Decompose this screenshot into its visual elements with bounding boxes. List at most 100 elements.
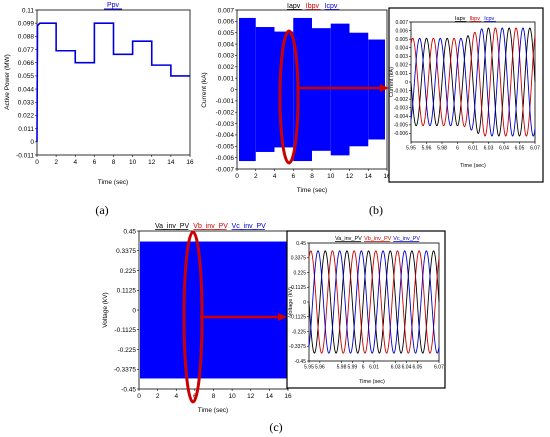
panel-c-ytick-label: 0.45 bbox=[123, 228, 136, 235]
panel-c-zoom-ytick-label: 0 bbox=[303, 300, 306, 306]
legend-ppv: Ppv bbox=[107, 2, 120, 9]
panel-c-ytick-label: -0.3375 bbox=[114, 367, 136, 374]
caption-c: (c) bbox=[269, 420, 282, 434]
voltage-phase-2-wave bbox=[308, 250, 440, 354]
panel-b-xtick-label: 16 bbox=[383, 173, 391, 180]
panel-a-xtick-label: 14 bbox=[167, 159, 175, 166]
voltage-phase-1-wave bbox=[308, 250, 440, 354]
panel-b-zoom-xtick-label: 5.96 bbox=[422, 146, 432, 152]
current-phase-2-wave bbox=[410, 27, 536, 137]
panel-c-ylabel: Voltage (kV) bbox=[102, 292, 109, 327]
panel-b-xtick-label: 4 bbox=[273, 173, 277, 180]
panel-b-zoom-ytick-label: 0.002 bbox=[395, 63, 408, 69]
panel-b-legend-3: Icpv bbox=[325, 3, 338, 10]
panel-a-ytick-label: 0.088 bbox=[18, 34, 35, 41]
panel-c-zoom-xtick-label: 6 bbox=[362, 365, 365, 371]
panel-c-ytick-label: 0.225 bbox=[120, 268, 137, 275]
panel-a-ytick-label: 0.099 bbox=[18, 20, 35, 27]
panel-b-xtick-label: 14 bbox=[365, 173, 373, 180]
panel-c-zoom-legend-3: Vc_inv_PV bbox=[393, 236, 420, 242]
ppv-series-line bbox=[36, 22, 190, 142]
panel-a-xlabel: Time (sec) bbox=[98, 179, 128, 186]
panel-c-zoom-arrowhead bbox=[278, 313, 287, 321]
panel-c-zoom-legend-1: Va_inv_PV bbox=[335, 236, 362, 242]
panel-c-zoom-ytick-label: 0.45 bbox=[296, 241, 306, 247]
panel-b-zoom-xtick-label: 6.07 bbox=[530, 146, 540, 152]
panel-b-xtick-label: 8 bbox=[310, 173, 314, 180]
panel-b-zoom-ytick-label: -0.005 bbox=[394, 123, 408, 129]
panel-c-xtick-label: 2 bbox=[156, 393, 160, 400]
panel-b-zoom-ytick-label: 0.007 bbox=[395, 20, 408, 26]
panel-b-xtick-label: 10 bbox=[327, 173, 335, 180]
panel-c-legend-1: Va_inv_PV bbox=[155, 223, 189, 230]
panel-b-xtick-label: 12 bbox=[346, 173, 354, 180]
panel-c-voltage: -0.45 -0.3375 -0.225 -0.1125 0 0.1125 0.225 0.3… bbox=[102, 223, 446, 434]
panel-c-zoom-xtick-label: 6.03 bbox=[391, 365, 401, 371]
panel-c-zoom-xtick-label: 6.05 bbox=[412, 365, 422, 371]
panel-b-ytick-label: 0.007 bbox=[218, 7, 235, 14]
panel-b-xtick-label: 6 bbox=[291, 173, 295, 180]
voltage-phase-3-wave bbox=[308, 250, 440, 354]
panel-b-zoom-ytick-label: 0 bbox=[405, 80, 408, 86]
panel-b-zoom-legend-1: Iapv bbox=[455, 16, 466, 22]
panel-b-zoom-xtick-label: 6.03 bbox=[484, 146, 494, 152]
panel-a-ytick-label: -0.011 bbox=[16, 152, 34, 159]
panel-c-zoom-ylabel: Voltage (kV) bbox=[288, 287, 294, 317]
panel-a-ytick-label: 0.066 bbox=[18, 60, 35, 67]
panel-b-ytick-label: 0 bbox=[230, 87, 234, 94]
panel-b-ytick-label: 0.001 bbox=[218, 75, 235, 82]
panel-b-ytick-label: -0.007 bbox=[216, 166, 235, 173]
panel-c-zoom-xtick-label: 5.99 bbox=[347, 365, 357, 371]
panel-c-zoom-xtick-label: 6.04 bbox=[402, 365, 412, 371]
panel-a-ytick-label: 0.022 bbox=[18, 113, 35, 120]
panel-b-zoom-legend-2: Ibpv bbox=[470, 16, 481, 22]
panel-a-xtick-label: 0 bbox=[35, 159, 39, 166]
panel-b-zoom-ytick-label: -0.004 bbox=[394, 114, 408, 120]
panel-c-zoom-ytick-label: 0.1125 bbox=[291, 285, 306, 291]
panel-c-zoom-ytick-label: 0.225 bbox=[293, 270, 306, 276]
panel-a-ytick-label: 0.11 bbox=[22, 7, 35, 14]
panel-b-zoom-legend-3: Icpv bbox=[484, 16, 494, 22]
panel-b-xtick-label: 0 bbox=[235, 173, 239, 180]
panel-b-ytick-label: 0.003 bbox=[218, 53, 235, 60]
panel-c-legend-3: Vc_inv_PV bbox=[232, 223, 267, 230]
panel-c-xtick-label: 8 bbox=[212, 393, 216, 400]
panel-b-legend-1: Iapv bbox=[287, 3, 301, 10]
panel-c-zoom-ytick-label: -0.45 bbox=[295, 359, 307, 365]
caption-a: (a) bbox=[95, 203, 108, 217]
panel-c-zoom-xtick-label: 6.01 bbox=[369, 365, 379, 371]
panel-c-zoom-ytick-label: -0.225 bbox=[292, 329, 306, 335]
panel-c-zoom-xtick-label: 5.96 bbox=[315, 365, 325, 371]
panel-b-zoom-xtick-label: 5.95 bbox=[406, 146, 416, 152]
panel-b-ytick-label: 0.004 bbox=[218, 41, 235, 48]
panel-c-voltage-band bbox=[140, 241, 287, 379]
panel-a-ytick-label: 0 bbox=[30, 139, 34, 146]
panel-b-zoom-xtick-label: 6.01 bbox=[468, 146, 478, 152]
panel-a-xtick-label: 4 bbox=[73, 159, 77, 166]
panel-c-zoom-xtick-label: 5.98 bbox=[337, 365, 347, 371]
panel-b-zoom-ylabel: Current (kA) bbox=[389, 67, 395, 97]
panel-b-zoom-ytick-label: 0.005 bbox=[395, 37, 408, 43]
panel-c-zoom-xtick-label: 6.07 bbox=[434, 365, 444, 371]
panel-b-zoom-xtick-label: 6 bbox=[456, 146, 459, 152]
panel-c-zoom-xlabel: Time (sec) bbox=[359, 379, 385, 385]
panel-a-xtick-label: 10 bbox=[129, 159, 137, 166]
panel-c-ytick-label: -0.45 bbox=[121, 386, 136, 393]
panel-c-ytick-label: 0.3375 bbox=[116, 248, 136, 255]
current-envelope-segment bbox=[330, 23, 350, 156]
panel-b-ytick-label: -0.006 bbox=[216, 155, 235, 162]
panel-b-zoom-ytick-label: -0.001 bbox=[394, 88, 408, 94]
panel-a-xtick-label: 16 bbox=[186, 159, 194, 166]
panel-a-ytick-label: 0.055 bbox=[18, 73, 35, 80]
panel-c-xlabel: Time (sec) bbox=[198, 407, 228, 414]
panel-c-xtick-label: 14 bbox=[266, 393, 274, 400]
panel-b-zoom-xlabel: Time (sec) bbox=[460, 163, 486, 169]
panel-b-ytick-label: -0.002 bbox=[216, 109, 235, 116]
panel-b-zoom-ytick-label: 0.001 bbox=[395, 71, 408, 77]
panel-b-ytick-label: 0.002 bbox=[218, 64, 235, 71]
panel-c-ytick-label: 0 bbox=[132, 307, 136, 314]
panel-c-legend-2: Vb_inv_PV bbox=[193, 223, 228, 230]
panel-b-zoom-ytick-label: 0.006 bbox=[395, 28, 408, 34]
panel-c-ytick-label: -0.225 bbox=[118, 347, 137, 354]
